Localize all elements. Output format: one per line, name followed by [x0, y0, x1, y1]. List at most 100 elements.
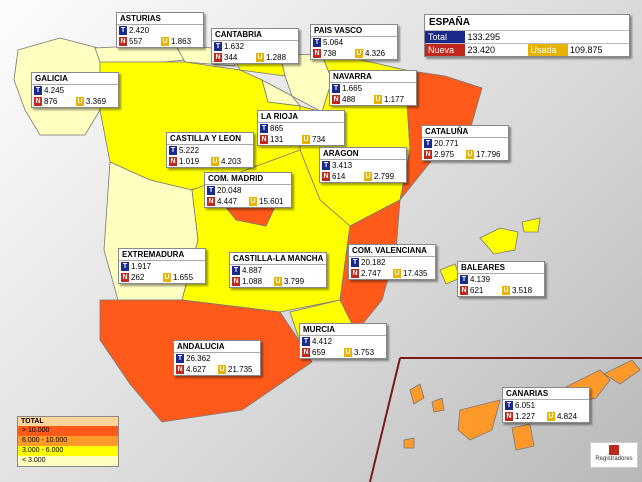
used-icon: U	[302, 135, 310, 144]
region-name: COM. MADRID	[205, 173, 291, 185]
region-box: ANDALUCIA T 26.362 N 4.627 U 21.735	[173, 340, 261, 376]
total-row: T 4.139	[458, 274, 544, 285]
used-value: 1.288	[266, 53, 287, 62]
total-row: T 20.048	[205, 185, 291, 196]
total-row: T 3.413	[320, 160, 406, 171]
new-value: 344	[224, 53, 238, 62]
total-value: 26.362	[186, 354, 211, 363]
used-icon: U	[466, 150, 474, 159]
spain-summary: ESPAÑA Total 133.295 Nueva 23.420 Usada 1…	[424, 14, 630, 57]
canarias	[511, 423, 535, 451]
total-icon: T	[460, 275, 468, 284]
region-name: PAIS VASCO	[311, 25, 397, 37]
total-row: T 26.362	[174, 353, 260, 364]
new-used-row: N 2.747 U 17.435	[349, 268, 435, 279]
region-name: MURCIA	[300, 324, 386, 336]
used-value: 1.655	[173, 273, 194, 282]
new-value: 1.227	[515, 412, 536, 421]
legend-item: < 3.000	[18, 456, 118, 466]
total-value: 5.222	[179, 146, 200, 155]
region-name: ASTURIAS	[117, 13, 203, 25]
total-icon: T	[34, 86, 42, 95]
region-box: COM. VALENCIANA T 20.182 N 2.747 U 17.435	[348, 244, 436, 280]
region-box: NAVARRA T 1.665 N 488 U 1.177	[329, 70, 417, 106]
new-used-row: N 876 U 3.369	[32, 96, 118, 107]
total-row: T 4.245	[32, 85, 118, 96]
new-icon: N	[322, 172, 330, 181]
region-name: COM. VALENCIANA	[349, 245, 435, 257]
total-value: 4.412	[312, 337, 333, 346]
nueva-label: Nueva	[425, 44, 465, 56]
total-row: T 1.632	[212, 41, 298, 52]
new-icon: N	[34, 97, 42, 106]
region-box: EXTREMADURA T 1.917 N 262 U 1.655	[118, 248, 206, 284]
total-icon: T	[424, 139, 432, 148]
new-icon: N	[169, 157, 177, 166]
region-box: ASTURIAS T 2.420 N 557 U 1.863	[116, 12, 204, 48]
baleares	[521, 217, 541, 233]
total-icon: T	[302, 337, 310, 346]
canarias	[409, 383, 425, 405]
total-value: 20.048	[217, 186, 242, 195]
total-row: T 4.412	[300, 336, 386, 347]
new-value: 2.975	[434, 150, 455, 159]
region-name: CASTILLA Y LEON	[167, 133, 253, 145]
used-icon: U	[161, 37, 169, 46]
legend: TOTAL > 10.000 6.000 - 10.000 3.000 - 6.000…	[17, 416, 119, 467]
canarias	[457, 399, 501, 441]
total-value: 1.665	[342, 84, 363, 93]
canarias	[603, 359, 641, 385]
new-used-row: N 262 U 1.655	[119, 272, 205, 283]
used-value: 1.863	[171, 37, 192, 46]
region-box: LA RIOJA T 865 N 131 U 734	[257, 110, 345, 146]
new-value: 614	[332, 172, 346, 181]
region-name: NAVARRA	[330, 71, 416, 83]
new-icon: N	[214, 53, 222, 62]
baleares	[479, 227, 519, 255]
used-icon: U	[256, 53, 264, 62]
new-icon: N	[313, 49, 321, 58]
region-name: LA RIOJA	[258, 111, 344, 123]
region-name: CANARIAS	[503, 388, 589, 400]
used-icon: U	[393, 269, 401, 278]
used-icon: U	[547, 412, 555, 421]
region-box: CATALUÑA T 20.771 N 2.975 U 17.796	[421, 125, 509, 161]
total-row: T 20.182	[349, 257, 435, 268]
used-icon: U	[211, 157, 219, 166]
legend-title: TOTAL	[18, 417, 118, 426]
new-icon: N	[505, 412, 513, 421]
used-icon: U	[502, 286, 510, 295]
region-name: ARAGON	[320, 148, 406, 160]
usada-label: Usada	[527, 44, 568, 56]
total-value: 4.245	[44, 86, 65, 95]
used-value: 15.601	[259, 197, 284, 206]
total-value: 6.051	[515, 401, 536, 410]
used-value: 4.203	[221, 157, 242, 166]
total-row: T 20.771	[422, 138, 508, 149]
region-name: GALICIA	[32, 73, 118, 85]
total-value: 20.182	[361, 258, 386, 267]
total-icon: T	[232, 266, 240, 275]
total-icon: T	[121, 262, 129, 271]
new-used-row: N 131 U 734	[258, 134, 344, 145]
new-value: 4.627	[186, 365, 207, 374]
region-name: CASTILLA-LA MANCHA	[230, 253, 327, 265]
total-value: 4.887	[242, 266, 263, 275]
region-name: CATALUÑA	[422, 126, 508, 138]
total-icon: T	[332, 84, 340, 93]
region-name: CANTABRIA	[212, 29, 298, 41]
summary-row: Nueva 23.420 Usada 109.875	[425, 43, 629, 56]
total-row: T 4.887	[230, 265, 326, 276]
new-icon: N	[460, 286, 468, 295]
new-used-row: N 621 U 3.518	[458, 285, 544, 296]
new-used-row: N 738 U 4.326	[311, 48, 397, 59]
used-icon: U	[163, 273, 171, 282]
new-icon: N	[424, 150, 432, 159]
new-value: 659	[312, 348, 326, 357]
new-icon: N	[351, 269, 359, 278]
region-box: GALICIA T 4.245 N 876 U 3.369	[31, 72, 119, 108]
used-value: 2.799	[374, 172, 395, 181]
region-box: ARAGON T 3.413 N 614 U 2.799	[319, 147, 407, 183]
total-icon: T	[207, 186, 215, 195]
total-icon: T	[119, 26, 127, 35]
